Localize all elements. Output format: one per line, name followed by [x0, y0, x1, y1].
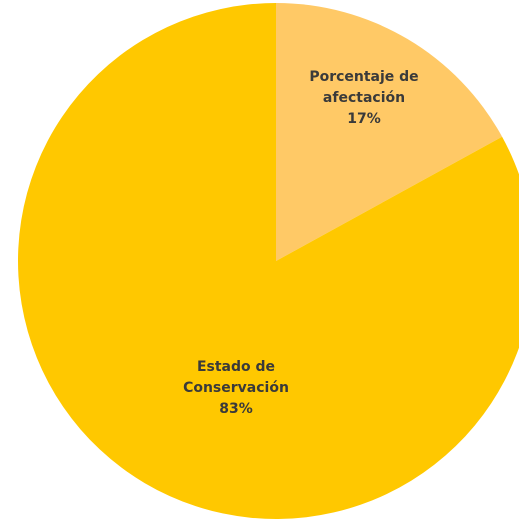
pie-slice-value-label-1: 83% [219, 401, 253, 417]
pie-slice-label-0: afectación [323, 90, 405, 106]
pie-slice-0 [276, 2, 503, 261]
pie-slice-label-1: Estado de [197, 359, 275, 375]
pie-slice-value-label-0: 17% [347, 111, 381, 127]
pie-slice-label-0: Porcentaje de [309, 69, 418, 85]
pie-slice-label-1: Conservación [183, 380, 289, 396]
pie-labels: Porcentaje de afectación 17% Estado de Conse… [183, 69, 419, 417]
pie-slice-1 [18, 3, 519, 519]
pie-slices [18, 2, 519, 519]
